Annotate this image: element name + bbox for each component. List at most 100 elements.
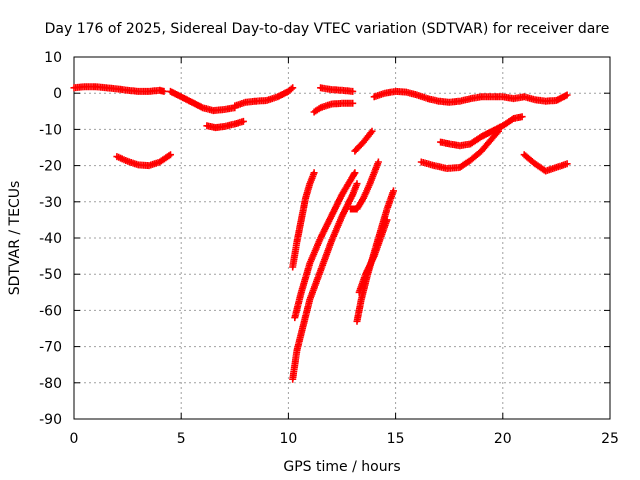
data-point [214,126,217,129]
data-point [370,130,374,133]
data-point [212,109,215,112]
x-tick-label: 15 [387,431,405,447]
data-point [362,140,365,144]
data-point [319,86,322,89]
data-point [480,149,483,153]
data-point [244,101,247,104]
data-point [415,93,419,97]
x-tick-label: 10 [279,431,297,447]
series-arc-18 [520,151,571,175]
data-point [72,86,76,89]
series-arc-7 [310,99,357,116]
data-point [377,160,380,164]
data-point [308,298,312,301]
data-point [360,298,363,301]
data-point [319,236,322,240]
data-point [340,193,344,196]
y-tick-label: -20 [39,159,62,175]
y-tick-label: -80 [39,376,62,392]
data-point [469,142,472,146]
data-point [533,162,537,165]
y-tick-label: 0 [53,86,62,102]
data-point [330,88,333,91]
data-point [445,167,449,170]
data-point [364,273,367,276]
data-point [233,122,236,126]
data-point [319,269,322,272]
data-point [480,95,483,99]
data-point [512,97,515,100]
data-point [351,102,354,105]
data-point [287,90,290,93]
data-point [126,160,129,163]
data-point [302,323,305,327]
data-point [265,99,269,102]
data-point [357,291,361,294]
series-arc-8 [370,87,571,106]
data-point [520,115,524,118]
y-axis-title: SDTVAR / TECUs [7,181,23,296]
series-markers [347,158,382,213]
series-markers [317,84,357,95]
data-point [312,171,316,175]
y-tick-label: -90 [39,412,62,428]
data-point [147,164,151,167]
data-point [190,101,194,104]
data-point [368,182,372,185]
data-point [147,90,151,93]
data-point [330,240,333,243]
y-tick-labels: 10 0 -10 -20 -30 -40 -50 -60 -70 -80 -90 [39,50,62,428]
x-tick-label: 0 [70,431,79,447]
data-point [201,106,204,109]
data-point [137,90,140,93]
data-point [480,135,483,138]
grid [74,57,610,419]
data-point [544,99,547,103]
data-point [300,291,303,294]
data-point [319,106,322,109]
data-point [439,140,442,144]
data-point [115,155,119,158]
data-point [490,130,494,133]
data-point [405,90,408,94]
series-arc-15 [355,216,391,296]
data-point [304,196,307,200]
y-tick-label: -60 [39,303,62,319]
data-point [392,189,395,193]
data-point [126,89,129,92]
series-arc-2 [167,87,239,115]
data-point [512,117,515,120]
data-point [469,158,472,162]
data-point [501,124,504,127]
data-point [222,108,226,111]
series-layer [70,83,571,383]
data-point [242,120,245,123]
data-point [385,207,389,211]
y-tick-label: -70 [39,340,62,356]
y-tick-label: -10 [39,122,62,138]
data-point [372,95,376,99]
data-point [448,101,451,104]
series-markers [113,151,174,170]
ticks [73,56,611,420]
data-point [158,89,161,92]
series-arc-5 [113,151,174,170]
series-arc-6 [317,84,357,95]
y-tick-label: -50 [39,267,62,283]
data-point [448,142,451,146]
data-point [340,215,344,218]
series-arc-3 [231,84,297,110]
series-arc-1 [70,83,168,95]
data-point [308,182,312,185]
series-markers [231,84,297,110]
data-point [355,182,359,185]
series-markers [291,169,359,322]
data-point [293,316,297,319]
series-arc-4 [203,117,247,132]
data-point [351,175,354,178]
series-markers [167,87,239,115]
data-point [351,90,354,93]
data-point [169,90,172,93]
x-tick-label: 5 [177,431,186,447]
data-point [469,97,472,100]
